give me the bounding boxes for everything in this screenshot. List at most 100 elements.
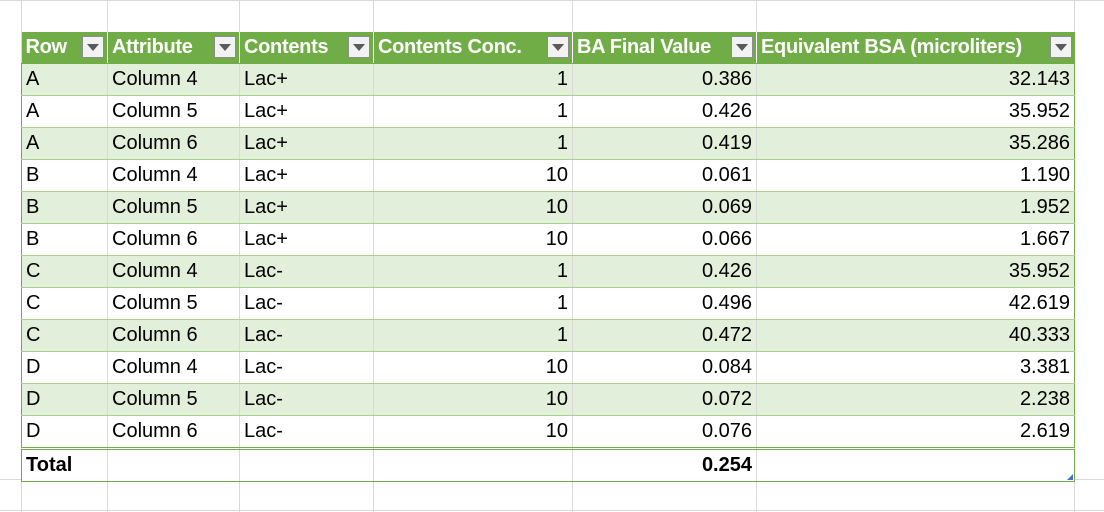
cell-ba-final-value[interactable]: 0.496 [572, 287, 757, 320]
data-table: Row Attribute Contents Contents Conc. BA… [21, 32, 1075, 482]
cell-equivalent-bsa[interactable]: 32.143 [756, 63, 1075, 96]
header-label: Row [25, 36, 68, 58]
cell-row[interactable]: C [21, 255, 108, 288]
cell-equivalent-bsa[interactable]: 1.952 [756, 191, 1075, 224]
table-row: D Column 5 Lac- 10 0.072 2.238 [21, 383, 1075, 416]
cell-attribute[interactable]: Column 4 [107, 159, 240, 192]
filter-dropdown-icon[interactable] [82, 36, 104, 58]
cell-ba-final-value[interactable]: 0.472 [572, 319, 757, 352]
filter-dropdown-icon[interactable] [348, 36, 370, 58]
cell-ba-final-value[interactable]: 0.076 [572, 415, 757, 449]
cell-ba-final-value[interactable]: 0.426 [572, 95, 757, 128]
cell-equivalent-bsa[interactable]: 42.619 [756, 287, 1075, 320]
cell-contents[interactable]: Lac- [239, 351, 374, 384]
cell-contents[interactable]: Lac+ [239, 127, 374, 160]
cell-contents-conc[interactable]: 10 [373, 383, 573, 416]
cell-attribute[interactable]: Column 5 [107, 95, 240, 128]
header-cell-ba-final-value[interactable]: BA Final Value [572, 32, 757, 64]
cell-attribute[interactable]: Column 4 [107, 255, 240, 288]
cell-contents-conc[interactable]: 10 [373, 223, 573, 256]
cell-equivalent-bsa[interactable]: 3.381 [756, 351, 1075, 384]
cell-equivalent-bsa[interactable]: 35.286 [756, 127, 1075, 160]
cell-contents[interactable]: Lac+ [239, 223, 374, 256]
table-cell[interactable] [756, 447, 1075, 482]
header-cell-contents[interactable]: Contents [239, 32, 374, 64]
cell-row[interactable]: A [21, 127, 108, 160]
cell-contents[interactable]: Lac- [239, 415, 374, 449]
cell-attribute[interactable]: Column 6 [107, 223, 240, 256]
filter-dropdown-icon[interactable] [731, 36, 753, 58]
cell-contents-conc[interactable]: 1 [373, 319, 573, 352]
cell-equivalent-bsa[interactable]: 40.333 [756, 319, 1075, 352]
cell-attribute[interactable]: Column 5 [107, 191, 240, 224]
cell-equivalent-bsa[interactable]: 1.667 [756, 223, 1075, 256]
cell-contents-conc[interactable]: 1 [373, 255, 573, 288]
cell-contents-conc[interactable]: 1 [373, 127, 573, 160]
cell-ba-final-value[interactable]: 0.072 [572, 383, 757, 416]
table-resize-handle-icon[interactable] [1067, 474, 1073, 480]
cell-attribute[interactable]: Column 4 [107, 351, 240, 384]
cell-contents-conc[interactable]: 1 [373, 287, 573, 320]
cell-contents[interactable]: Lac- [239, 319, 374, 352]
cell-contents[interactable]: Lac+ [239, 191, 374, 224]
cell-row[interactable]: A [21, 95, 108, 128]
cell-contents[interactable]: Lac+ [239, 95, 374, 128]
cell-attribute[interactable]: Column 4 [107, 63, 240, 96]
cell-attribute[interactable]: Column 6 [107, 415, 240, 449]
cell-row[interactable]: A [21, 63, 108, 96]
cell-contents[interactable]: Lac+ [239, 159, 374, 192]
cell-contents-conc[interactable]: 1 [373, 63, 573, 96]
table-cell[interactable] [373, 447, 573, 482]
cell-attribute[interactable]: Column 6 [107, 127, 240, 160]
cell-attribute[interactable]: Column 6 [107, 319, 240, 352]
cell-row[interactable]: B [21, 191, 108, 224]
cell-equivalent-bsa[interactable]: 2.619 [756, 415, 1075, 449]
filter-dropdown-icon[interactable] [1049, 36, 1072, 58]
cell-row[interactable]: D [21, 415, 108, 449]
cell-ba-final-value[interactable]: 0.069 [572, 191, 757, 224]
cell-contents-conc[interactable]: 10 [373, 191, 573, 224]
cell-ba-final-value[interactable]: 0.084 [572, 351, 757, 384]
table-cell[interactable] [239, 447, 374, 482]
cell-contents[interactable]: Lac- [239, 383, 374, 416]
cell-contents-conc[interactable]: 10 [373, 351, 573, 384]
gridline [1074, 0, 1075, 512]
table-row: D Column 6 Lac- 10 0.076 2.619 [21, 415, 1075, 449]
header-cell-contents-conc[interactable]: Contents Conc. [373, 32, 573, 64]
cell-row[interactable]: C [21, 287, 108, 320]
cell-row[interactable]: C [21, 319, 108, 352]
header-cell-row[interactable]: Row [21, 32, 108, 64]
cell-equivalent-bsa[interactable]: 2.238 [756, 383, 1075, 416]
cell-row[interactable]: B [21, 223, 108, 256]
cell-ba-final-value[interactable]: 0.061 [572, 159, 757, 192]
cell-ba-final-value[interactable]: 0.426 [572, 255, 757, 288]
total-ba-final-value-cell[interactable]: 0.254 [572, 447, 757, 482]
cell-contents-conc[interactable]: 1 [373, 95, 573, 128]
cell-contents[interactable]: Lac- [239, 287, 374, 320]
header-label: BA Final Value [577, 36, 711, 58]
table-cell[interactable] [107, 447, 240, 482]
cell-row[interactable]: B [21, 159, 108, 192]
cell-ba-final-value[interactable]: 0.386 [572, 63, 757, 96]
cell-ba-final-value[interactable]: 0.066 [572, 223, 757, 256]
cell-attribute[interactable]: Column 5 [107, 383, 240, 416]
cell-row[interactable]: D [21, 383, 108, 416]
table-row: B Column 6 Lac+ 10 0.066 1.667 [21, 223, 1075, 256]
cell-row[interactable]: D [21, 351, 108, 384]
cell-contents[interactable]: Lac+ [239, 63, 374, 96]
table-row: D Column 4 Lac- 10 0.084 3.381 [21, 351, 1075, 384]
total-label-cell[interactable]: Total [21, 447, 108, 482]
filter-dropdown-icon[interactable] [214, 36, 236, 58]
header-cell-attribute[interactable]: Attribute [107, 32, 240, 64]
cell-equivalent-bsa[interactable]: 35.952 [756, 255, 1075, 288]
cell-ba-final-value[interactable]: 0.419 [572, 127, 757, 160]
cell-attribute[interactable]: Column 5 [107, 287, 240, 320]
header-cell-equivalent-bsa[interactable]: Equivalent BSA (microliters) [756, 32, 1075, 64]
cell-equivalent-bsa[interactable]: 35.952 [756, 95, 1075, 128]
cell-contents[interactable]: Lac- [239, 255, 374, 288]
filter-dropdown-icon[interactable] [547, 36, 569, 58]
cell-contents-conc[interactable]: 10 [373, 159, 573, 192]
cell-contents-conc[interactable]: 10 [373, 415, 573, 449]
cell-equivalent-bsa[interactable]: 1.190 [756, 159, 1075, 192]
